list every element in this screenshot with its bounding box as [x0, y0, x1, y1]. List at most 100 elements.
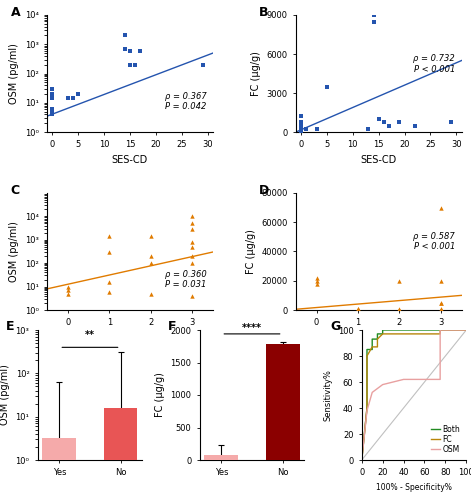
Text: ρ = 0.367
P = 0.042: ρ = 0.367 P = 0.042	[164, 92, 206, 111]
Point	[437, 298, 445, 306]
Point	[297, 118, 305, 126]
Point	[297, 124, 305, 132]
Point	[447, 118, 455, 126]
Point	[437, 306, 445, 314]
X-axis label: SES-CD: SES-CD	[361, 155, 397, 165]
Point	[313, 126, 320, 134]
OSM	[463, 327, 469, 333]
Point	[188, 238, 196, 246]
Point	[375, 115, 382, 123]
FC	[374, 344, 380, 350]
Point	[188, 243, 196, 251]
OSM	[390, 379, 396, 385]
Point	[49, 108, 56, 116]
Text: G: G	[330, 320, 341, 332]
Both	[380, 327, 385, 333]
X-axis label: 100% - Specificity%: 100% - Specificity%	[376, 483, 452, 492]
Point	[188, 212, 196, 220]
FC	[364, 405, 370, 411]
Point	[126, 47, 134, 55]
OSM	[369, 390, 375, 396]
Both	[463, 327, 469, 333]
Text: ρ = 0.732
P < 0.001: ρ = 0.732 P < 0.001	[413, 54, 455, 74]
Point	[313, 274, 320, 282]
Y-axis label: OSM (pg/ml): OSM (pg/ml)	[0, 364, 10, 426]
Point	[370, 18, 377, 25]
Y-axis label: OSM (pg/ml): OSM (pg/ml)	[9, 221, 19, 282]
Y-axis label: Sensitivity%: Sensitivity%	[323, 369, 332, 421]
Y-axis label: FC (μg/g): FC (μg/g)	[245, 229, 256, 274]
Y-axis label: FC (μg/g): FC (μg/g)	[155, 372, 165, 418]
Both	[359, 457, 365, 463]
Point	[121, 45, 129, 53]
OSM	[380, 382, 385, 388]
Point	[64, 286, 72, 294]
Point	[437, 298, 445, 306]
Point	[126, 60, 134, 68]
Point	[354, 306, 362, 314]
Text: D: D	[260, 184, 269, 196]
Line: FC: FC	[362, 330, 466, 460]
Point	[106, 248, 113, 256]
Point	[313, 280, 320, 287]
Text: F: F	[168, 320, 177, 332]
X-axis label: MES: MES	[120, 333, 140, 343]
Point	[147, 290, 154, 298]
Text: A: A	[11, 6, 20, 18]
Point	[297, 126, 305, 134]
Point	[106, 288, 113, 296]
OSM	[438, 327, 443, 333]
Point	[147, 259, 154, 267]
Point	[188, 292, 196, 300]
Text: ρ = 0.360
P = 0.031: ρ = 0.360 P = 0.031	[164, 270, 206, 289]
Both	[374, 331, 380, 337]
Point	[396, 306, 403, 314]
Point	[297, 122, 305, 130]
FC	[359, 457, 365, 463]
Point	[199, 60, 206, 68]
Point	[64, 94, 72, 102]
OSM	[401, 376, 406, 382]
Point	[147, 252, 154, 260]
Point	[323, 82, 331, 90]
Y-axis label: OSM (pg/ml): OSM (pg/ml)	[9, 43, 19, 104]
FC	[364, 353, 370, 359]
Text: **: **	[85, 330, 95, 340]
OSM	[443, 327, 448, 333]
Point	[437, 276, 445, 284]
Point	[64, 282, 72, 290]
Point	[297, 127, 305, 135]
Point	[147, 232, 154, 239]
Both	[364, 405, 370, 411]
Point	[64, 290, 72, 298]
Point	[297, 112, 305, 120]
Text: B: B	[260, 6, 269, 18]
Bar	[266, 344, 300, 460]
Point	[49, 90, 56, 98]
Point	[370, 11, 377, 19]
Legend: Both, FC, OSM: Both, FC, OSM	[429, 422, 463, 456]
Y-axis label: FC (μg/g): FC (μg/g)	[251, 51, 261, 96]
FC	[374, 336, 380, 342]
Point	[302, 126, 310, 134]
Point	[188, 259, 196, 267]
Point	[106, 232, 113, 239]
Point	[49, 110, 56, 118]
Both	[380, 331, 385, 337]
Point	[188, 220, 196, 228]
OSM	[364, 408, 370, 414]
Point	[49, 106, 56, 114]
Point	[106, 278, 113, 286]
Text: ****: ****	[242, 322, 262, 332]
Both	[443, 327, 448, 333]
Text: ρ = 0.587
P < 0.001: ρ = 0.587 P < 0.001	[413, 232, 455, 252]
Point	[365, 126, 372, 134]
Point	[188, 252, 196, 260]
X-axis label: SES-CD: SES-CD	[112, 155, 148, 165]
Point	[313, 276, 320, 284]
FC	[463, 327, 469, 333]
Point	[396, 118, 403, 126]
Point	[396, 306, 403, 314]
Line: Both: Both	[362, 330, 466, 460]
Point	[354, 305, 362, 313]
